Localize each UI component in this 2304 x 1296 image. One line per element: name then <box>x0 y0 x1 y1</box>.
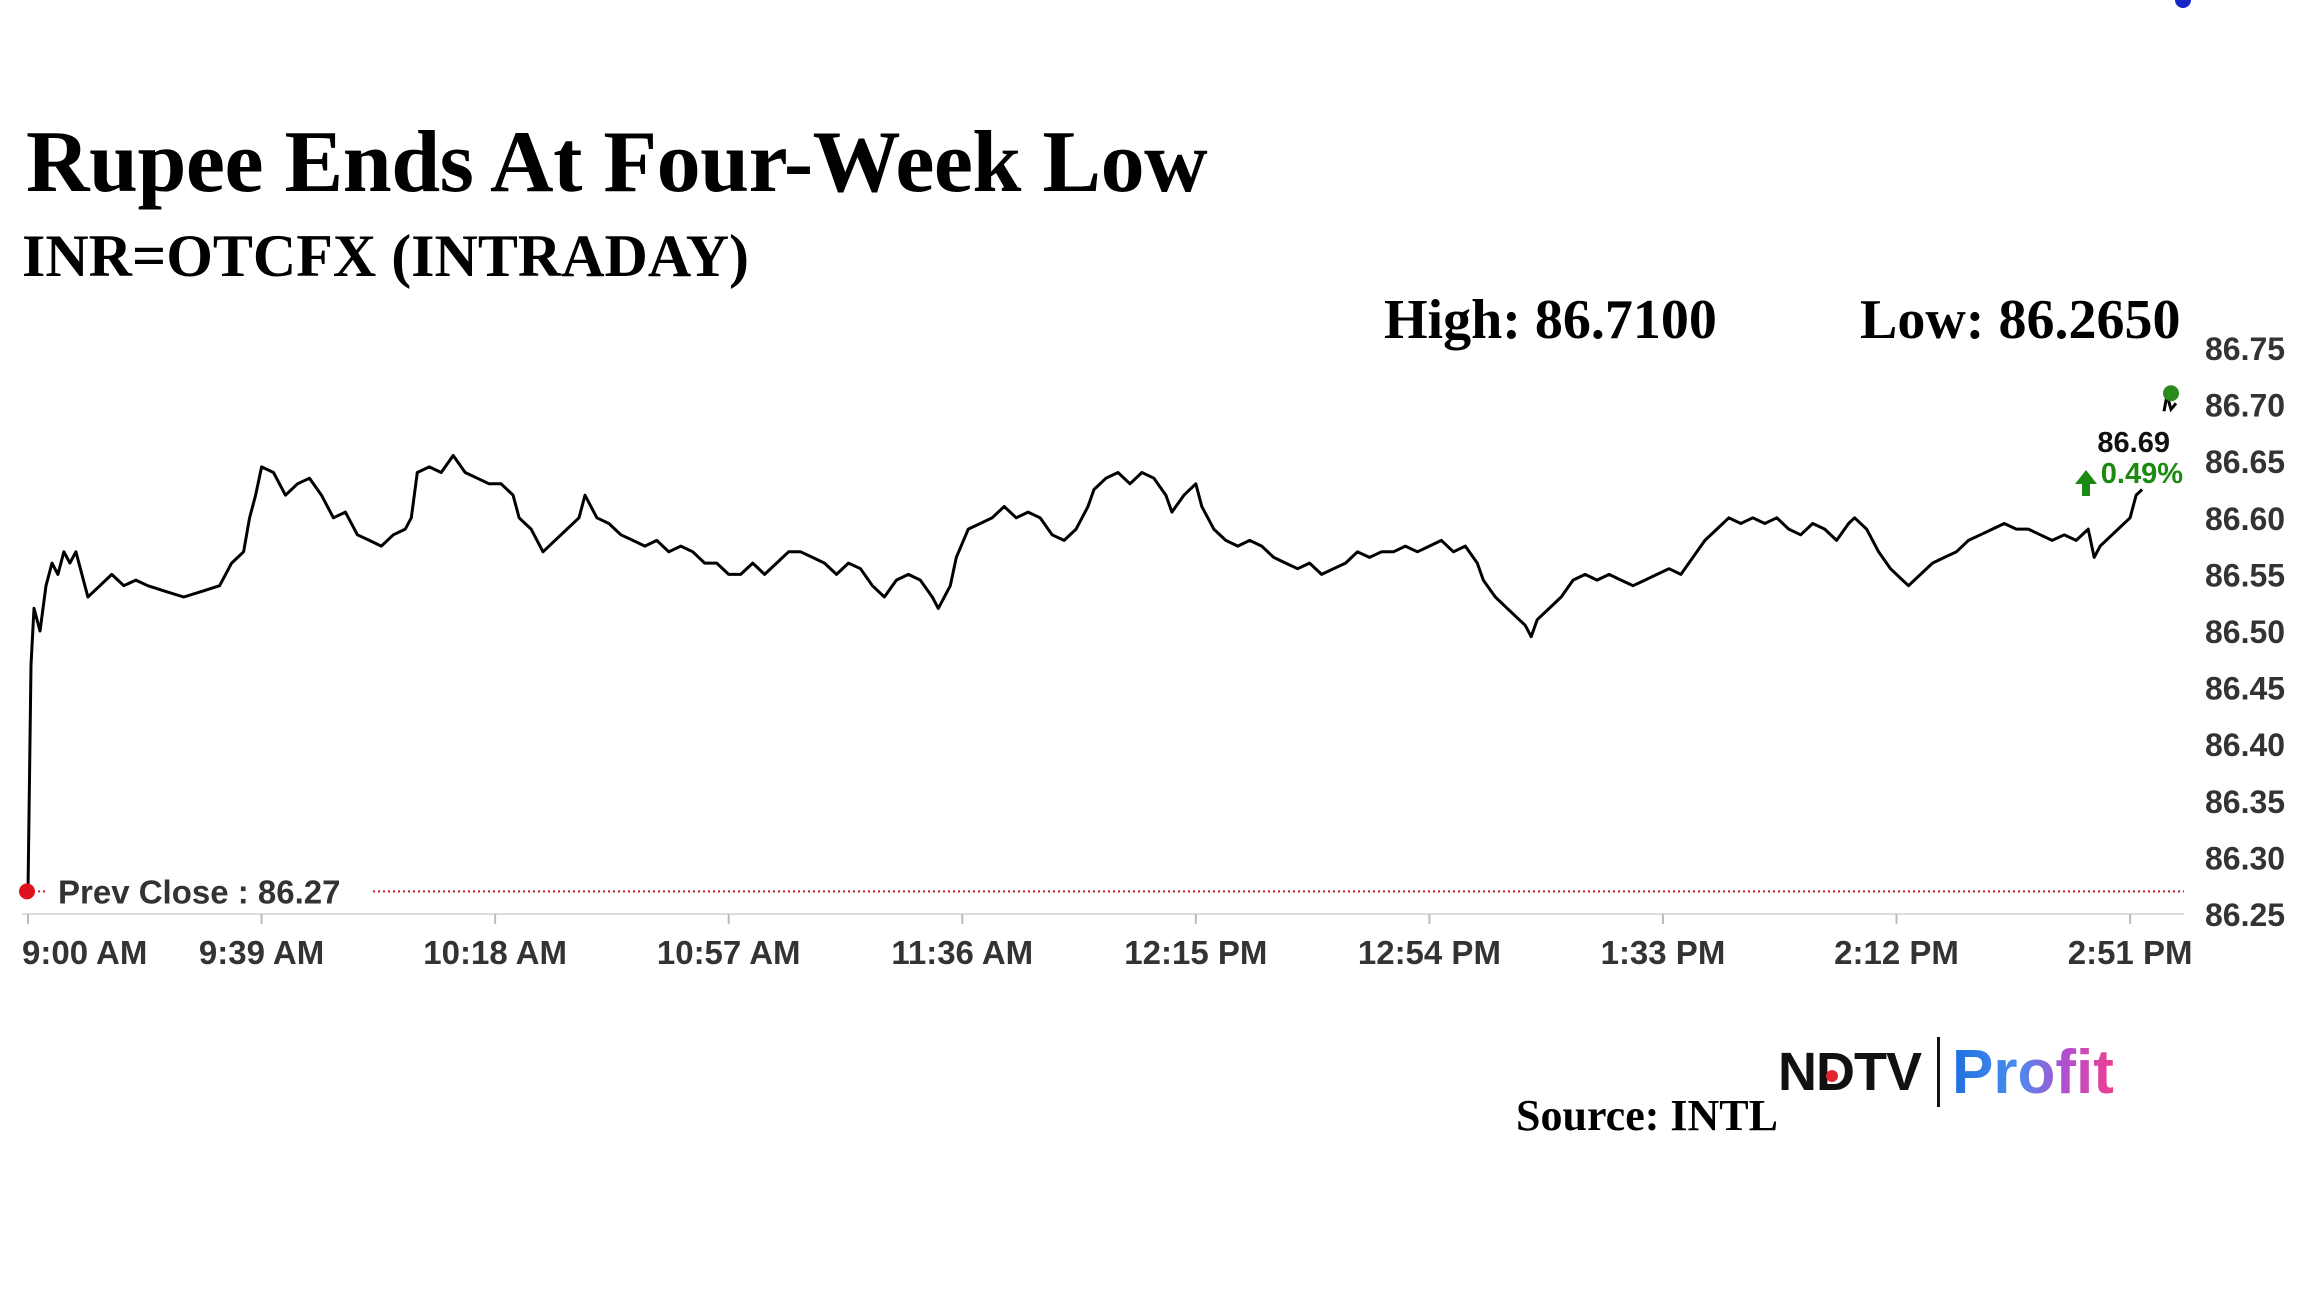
x-tick-label: 1:33 PM <box>1601 934 1726 971</box>
source-note: Source: INTL <box>1516 1091 1778 1140</box>
y-tick-label: 86.25 <box>2205 897 2285 933</box>
profit-logo-text: Profit <box>1952 1037 2114 1107</box>
x-tick-label: 10:18 AM <box>423 934 567 971</box>
y-tick-label: 86.35 <box>2205 784 2285 820</box>
high-value-text: High: 86.7100 <box>1384 289 1717 351</box>
last-price-marker <box>2175 0 2191 8</box>
change-percent-label: 0.49% <box>2101 458 2183 490</box>
low-value-text: Low: 86.2650 <box>1860 289 2181 351</box>
y-tick-label: 86.50 <box>2205 614 2285 650</box>
closing-tick-line <box>2162 394 2178 413</box>
ndtv-logo-text: NDTV <box>1778 1042 1922 1102</box>
last-price-label: 86.69 <box>2097 427 2170 459</box>
x-tick-label: 11:36 AM <box>891 934 1033 971</box>
y-tick-label: 86.60 <box>2205 501 2285 537</box>
y-tick-label: 86.55 <box>2205 557 2285 593</box>
chart-title: Rupee Ends At Four-Week Low <box>26 114 1208 211</box>
high-marker <box>2163 385 2179 402</box>
x-tick-label: 12:54 PM <box>1358 934 1501 971</box>
y-tick-label: 86.30 <box>2205 840 2285 876</box>
y-tick-label: 86.45 <box>2205 671 2285 707</box>
prev-close-label-bg <box>46 865 370 910</box>
logo-separator <box>1937 1037 1940 1107</box>
intraday-line-chart: Prev Close : 86.27 86.25 86.30 86.35 86.40 8… <box>19 0 2285 971</box>
y-tick-label: 86.40 <box>2205 727 2285 763</box>
x-tick-label: 12:15 PM <box>1124 934 1267 971</box>
y-tick-label: 86.75 <box>2205 331 2285 367</box>
prev-close-label: Prev Close : 86.27 <box>58 873 341 910</box>
series-line <box>26 454 2144 892</box>
ndtv-profit-logo: NDTV Profit <box>1778 1024 2114 1120</box>
logo-dot-icon <box>1826 1070 1838 1082</box>
y-tick-label: 86.70 <box>2205 388 2285 424</box>
x-tick-label: 2:12 PM <box>1834 934 1959 971</box>
x-tick-label: 9:00 AM <box>22 934 147 971</box>
prev-close-marker <box>19 883 35 900</box>
x-tick-label: 2:51 PM <box>2068 934 2193 971</box>
y-tick-label: 86.65 <box>2205 444 2285 480</box>
chart-subtitle: INR=OTCFX (INTRADAY) <box>22 223 750 289</box>
up-arrow-icon <box>2075 470 2097 496</box>
x-tick-label: 10:57 AM <box>657 934 801 971</box>
x-tick-label: 9:39 AM <box>199 934 324 971</box>
